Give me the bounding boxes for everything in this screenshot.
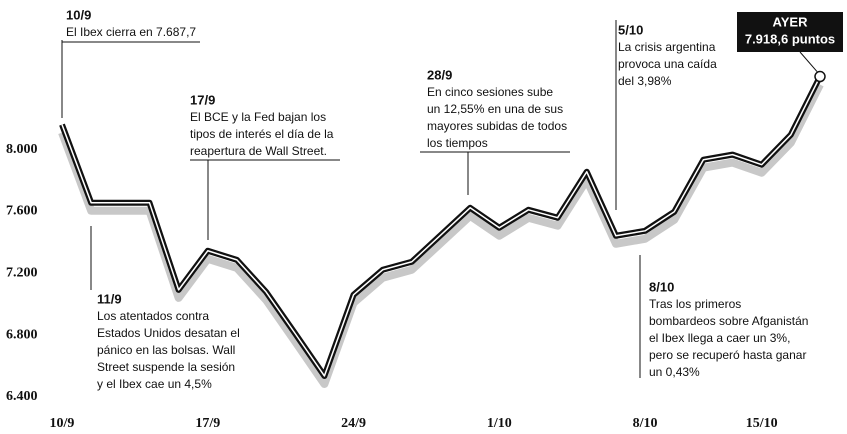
y-tick-label: 6.800 — [6, 327, 38, 342]
annotation-text: tipos de interés el día de la — [190, 127, 334, 141]
annotation-date: 10/9 — [66, 7, 91, 22]
annotation-text: y el Ibex cae un 4,5% — [97, 377, 212, 391]
annotation-text: Tras los primeros — [649, 297, 741, 311]
x-tick-label: 10/9 — [50, 416, 75, 431]
annotation-text: provoca una caída — [618, 57, 717, 71]
annotation-text: el Ibex llega a caer un 3%, — [649, 331, 790, 345]
annotation-text: del 3,98% — [618, 74, 672, 88]
annotation-text: reapertura de Wall Street. — [190, 144, 327, 158]
callout-box — [737, 12, 843, 52]
annotation-date: 28/9 — [427, 67, 452, 82]
annotation-text: pero se recuperó hasta ganar — [649, 348, 806, 362]
annotation-date: 5/10 — [618, 22, 643, 37]
annotation-text: un 12,55% en una de sus — [427, 102, 563, 116]
line-inner — [61, 76, 821, 377]
x-tick-label: 24/9 — [341, 416, 366, 431]
callout-pointer — [799, 51, 818, 72]
annotation-text: El BCE y la Fed bajan los — [190, 110, 326, 124]
x-tick-label: 17/9 — [195, 416, 220, 431]
y-tick-label: 7.600 — [6, 204, 38, 219]
x-tick-label: 15/10 — [746, 416, 778, 431]
annotation-text: los tiempos — [427, 136, 488, 150]
annotation-text: Los atentados contra — [97, 309, 209, 323]
annotation-date: 11/9 — [97, 291, 122, 306]
annotation-text: Estados Unidos desatan el — [97, 326, 240, 340]
last-point — [814, 70, 826, 83]
annotation-text: pánico en las bolsas. Wall — [97, 343, 235, 357]
x-tick-label: 8/10 — [633, 416, 658, 431]
annotation-text: mayores subidas de todos — [427, 119, 567, 133]
y-tick-label: 6.400 — [6, 389, 38, 404]
annotation-text: La crisis argentina — [618, 40, 716, 54]
line-shadow — [58, 82, 824, 388]
y-tick-label: 8.000 — [6, 142, 38, 157]
callout-text: AYER — [773, 14, 809, 29]
x-tick-label: 1/10 — [487, 416, 512, 431]
annotation-date: 17/9 — [190, 92, 215, 107]
annotation-text: bombardeos sobre Afganistán — [649, 314, 808, 328]
annotation-text: un 0,43% — [649, 365, 700, 379]
callout-text: 7.918,6 puntos — [745, 31, 835, 46]
annotation-text: Street suspende la sesión — [97, 360, 235, 374]
annotation-text: En cinco sesiones sube — [427, 85, 553, 99]
annotation-text: El Ibex cierra en 7.687,7 — [66, 25, 196, 39]
y-tick-label: 7.200 — [6, 266, 38, 281]
annotation-date: 8/10 — [649, 279, 674, 294]
